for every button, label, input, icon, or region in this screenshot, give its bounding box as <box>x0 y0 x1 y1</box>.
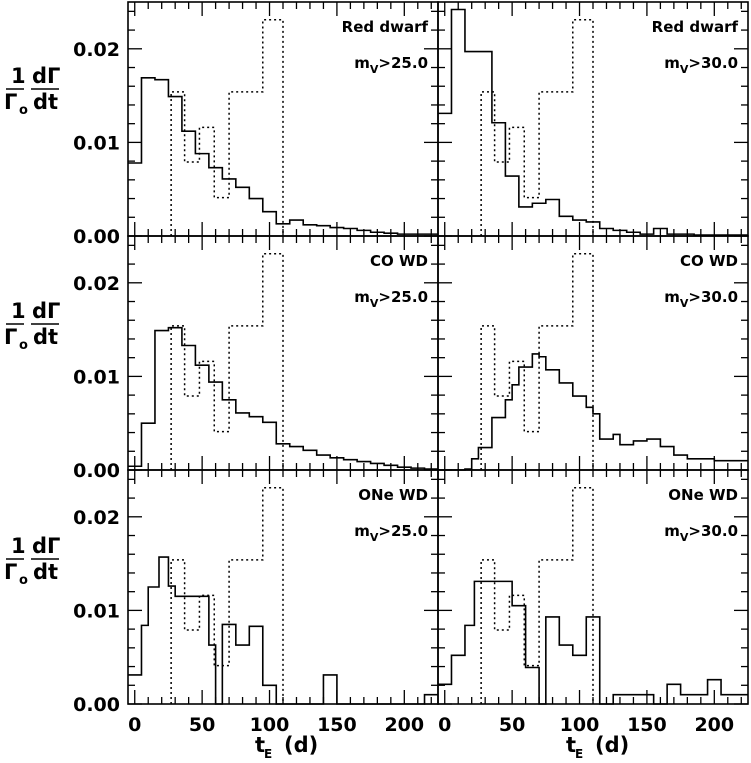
ylabel-dden: dt <box>33 90 58 114</box>
ylabel-row-2: 1 Γ o dΓ dt <box>4 299 60 353</box>
panel-2: Red dwarf mV>30.0 <box>437 1 749 237</box>
xlabel-main: t <box>566 733 576 757</box>
panel-title: Red dwarf <box>342 18 429 36</box>
panel-condition: mV>30.0 <box>664 522 738 544</box>
y-tick-label: 0.00 <box>73 694 120 716</box>
panel-title: Red dwarf <box>652 18 739 36</box>
ylabel-denominator: Γ <box>4 90 17 114</box>
panel-title: CO WD <box>370 252 428 270</box>
dotted-histogram <box>480 487 594 704</box>
ylabel-subscript: o <box>19 103 28 118</box>
x-tick-label: 50 <box>189 714 215 736</box>
xlabel-subscript: E <box>575 747 583 761</box>
dotted-histogram <box>170 253 284 470</box>
ylabel-row-1: 1 Γ o dΓ dt <box>4 64 60 118</box>
ylabel-dnum: dΓ <box>32 64 60 88</box>
ylabel-numerator: 1 <box>11 299 26 323</box>
ylabel-dden: dt <box>33 325 58 349</box>
xlabel-left: t E (d) <box>255 733 318 761</box>
solid-histogram <box>438 8 748 236</box>
panel-title: CO WD <box>680 252 738 270</box>
x-tick-label: 0 <box>128 714 141 736</box>
x-tick-label: 50 <box>499 714 525 736</box>
ylabel-dden: dt <box>33 560 58 584</box>
panel-4: CO WD mV>30.0 <box>437 235 749 471</box>
xlabel-right: t E (d) <box>566 733 629 761</box>
panel-title: ONe WD <box>358 486 428 504</box>
dotted-histogram <box>170 19 284 236</box>
panel-condition: mV>25.0 <box>354 288 428 310</box>
dotted-histogram <box>480 253 594 470</box>
ylabel-subscript: o <box>19 338 28 353</box>
ylabel-dnum: dΓ <box>32 534 60 558</box>
panel-title: ONe WD <box>668 486 738 504</box>
y-tick-label: 0.01 <box>73 366 120 388</box>
dotted-histogram <box>480 19 594 236</box>
xlabel-main: t <box>255 733 265 757</box>
ylabel-numerator: 1 <box>11 534 26 558</box>
panel-condition: mV>30.0 <box>664 54 738 76</box>
x-tick-label: 0 <box>438 714 451 736</box>
solid-histogram <box>128 77 438 235</box>
y-tick-label: 0.02 <box>73 507 120 529</box>
dotted-histogram <box>170 487 284 704</box>
y-tick-label: 0.01 <box>73 132 120 154</box>
ylabel-row-3: 1 Γ o dΓ dt <box>4 534 60 588</box>
ylabel-denominator: Γ <box>4 560 17 584</box>
solid-histogram <box>128 326 438 470</box>
y-tick-label: 0.02 <box>73 39 120 61</box>
ylabel-subscript: o <box>19 573 28 588</box>
y-tick-label: 0.01 <box>73 600 120 622</box>
x-tick-label: 200 <box>384 714 424 736</box>
y-tick-label: 0.00 <box>73 460 120 482</box>
x-tick-label: 200 <box>694 714 734 736</box>
solid-histogram <box>438 580 748 705</box>
x-tick-label: 150 <box>317 714 357 736</box>
ylabel-numerator: 1 <box>11 64 26 88</box>
y-tick-label: 0.00 <box>73 226 120 248</box>
panel-condition: mV>30.0 <box>664 288 738 310</box>
x-tick-label: 150 <box>627 714 667 736</box>
y-tick-label: 0.02 <box>73 273 120 295</box>
panel-1: 0.00 0.01 0.02 Red dwarf mV>25.0 <box>73 1 439 248</box>
xlabel-subscript: E <box>264 747 272 761</box>
ylabel-dnum: dΓ <box>32 299 60 323</box>
panel-5: 0.00 0.01 0.02 0 50 100 150 200 ONe WD mV>25.0 <box>73 469 439 736</box>
ylabel-denominator: Γ <box>4 325 17 349</box>
panel-6: 0 50 100 150 200 ONe WD mV>30.0 <box>437 469 749 736</box>
panels-group: 0.00 0.01 0.02 Red dwarf mV>25.0 Red dwarf mV>… <box>73 1 749 736</box>
x-tick-label: 100 <box>250 714 290 736</box>
panel-3: 0.00 0.01 0.02 CO WD mV>25.0 <box>73 235 439 482</box>
xlabel-unit: (d) <box>595 733 629 757</box>
panel-condition: mV>25.0 <box>354 522 428 544</box>
panel-condition: mV>25.0 <box>354 54 428 76</box>
solid-histogram <box>438 353 748 471</box>
xlabel-unit: (d) <box>284 733 318 757</box>
x-tick-label: 100 <box>560 714 600 736</box>
